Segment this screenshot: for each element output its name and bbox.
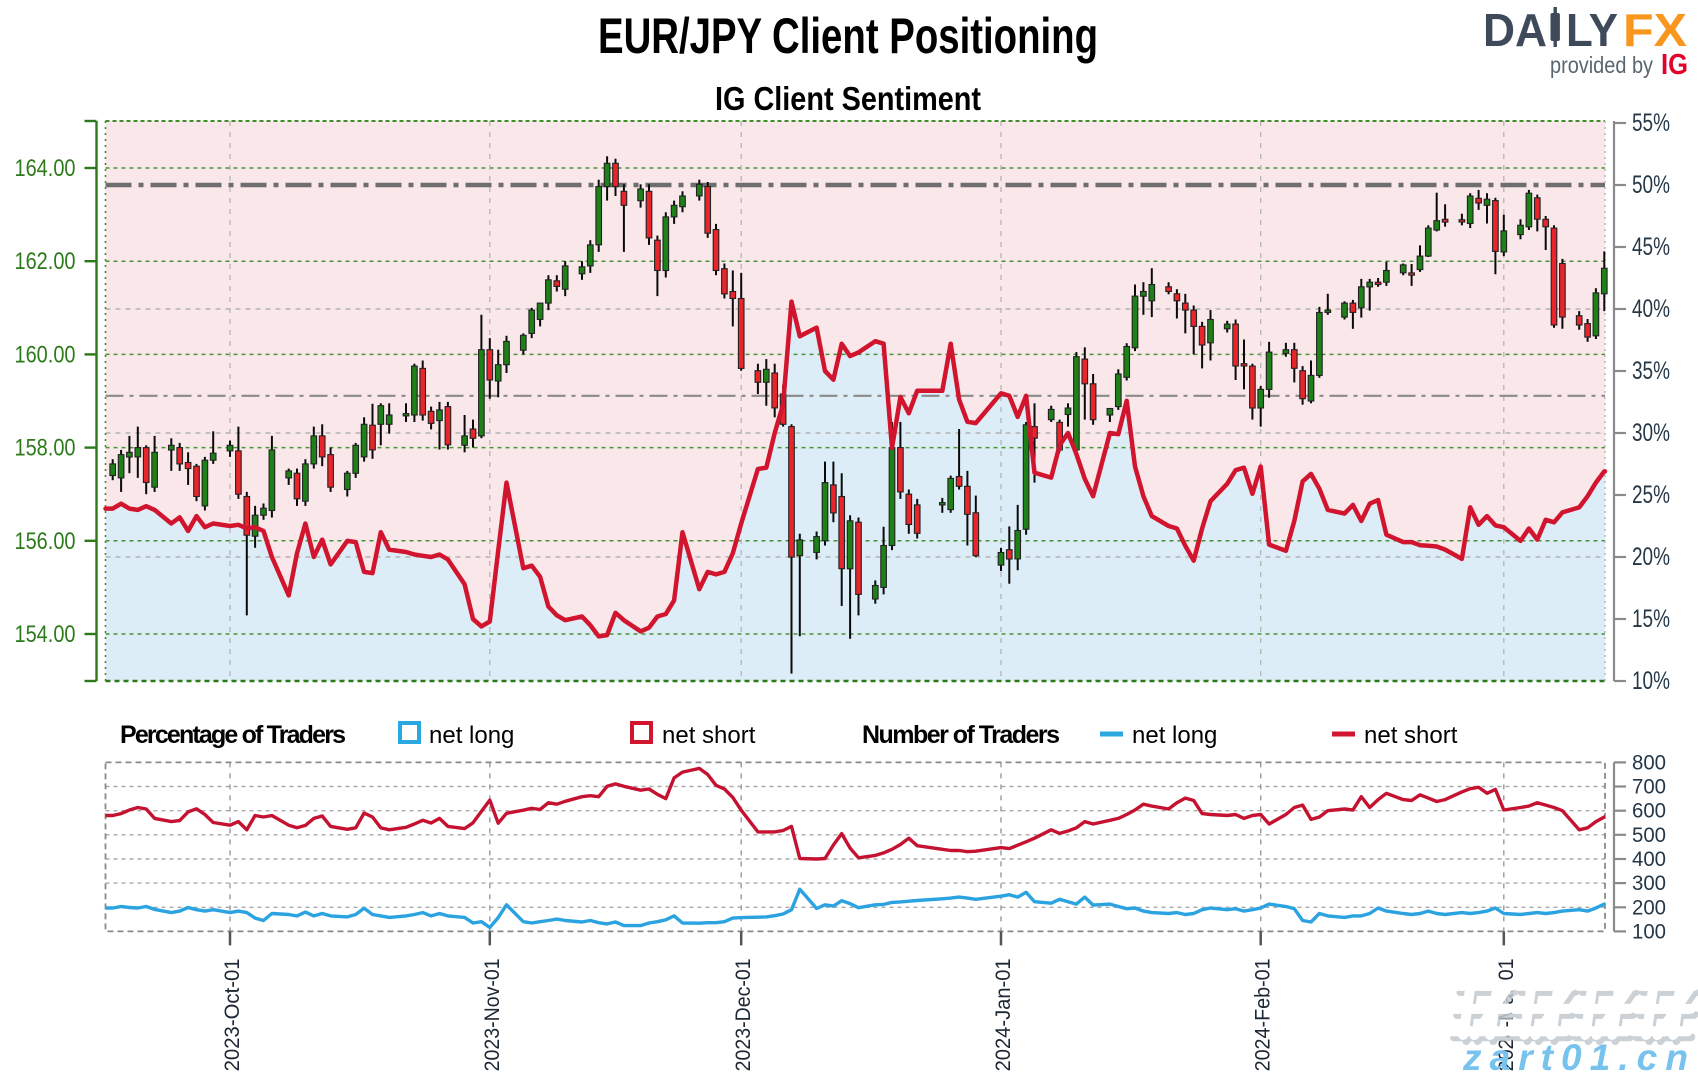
svg-text:net long: net long xyxy=(1132,722,1217,749)
svg-text:45%: 45% xyxy=(1632,233,1670,261)
svg-text:15%: 15% xyxy=(1632,605,1670,633)
svg-text:40%: 40% xyxy=(1632,295,1670,323)
svg-text:158.00: 158.00 xyxy=(15,435,76,462)
svg-text:provided by: provided by xyxy=(1550,52,1653,78)
svg-text:IG: IG xyxy=(1661,49,1688,81)
svg-text:164.00: 164.00 xyxy=(15,155,76,182)
svg-text:160.00: 160.00 xyxy=(15,341,76,368)
svg-text:2023-Nov-01: 2023-Nov-01 xyxy=(480,958,504,1071)
svg-text:10%: 10% xyxy=(1632,667,1670,695)
svg-text:700: 700 xyxy=(1632,776,1666,799)
svg-text:2024-Feb-01: 2024-Feb-01 xyxy=(1251,958,1275,1071)
svg-text:FX: FX xyxy=(1623,4,1687,56)
svg-text:zart01.cn: zart01.cn xyxy=(1462,1037,1696,1075)
svg-text:154.00: 154.00 xyxy=(15,621,76,648)
svg-text:net long: net long xyxy=(429,722,514,749)
svg-text:2023-Oct-01: 2023-Oct-01 xyxy=(220,958,244,1071)
svg-text:500: 500 xyxy=(1632,824,1666,847)
svg-text:2023-Dec-01: 2023-Dec-01 xyxy=(731,958,755,1071)
svg-text:DA: DA xyxy=(1483,4,1547,56)
svg-text:EUR/JPY Client Positioning: EUR/JPY Client Positioning xyxy=(598,8,1098,64)
svg-text:25%: 25% xyxy=(1632,481,1670,509)
svg-text:Percentage of Traders: Percentage of Traders xyxy=(120,721,346,749)
svg-text:162.00: 162.00 xyxy=(15,248,76,275)
svg-text:800: 800 xyxy=(1632,751,1666,774)
svg-text:20%: 20% xyxy=(1632,543,1670,571)
svg-text:156.00: 156.00 xyxy=(15,528,76,555)
svg-text:50%: 50% xyxy=(1632,171,1670,199)
svg-text:30%: 30% xyxy=(1632,419,1670,447)
svg-text:400: 400 xyxy=(1632,848,1666,871)
svg-text:200: 200 xyxy=(1632,896,1666,919)
svg-text:Number of Traders: Number of Traders xyxy=(862,721,1060,749)
svg-text:LY: LY xyxy=(1566,4,1618,56)
svg-text:300: 300 xyxy=(1632,872,1666,895)
svg-text:100: 100 xyxy=(1632,920,1666,943)
svg-text:600: 600 xyxy=(1632,800,1666,823)
svg-text:2024-Jan-01: 2024-Jan-01 xyxy=(991,958,1015,1071)
svg-text:55%: 55% xyxy=(1632,109,1670,137)
svg-text:net short: net short xyxy=(662,722,756,749)
svg-text:IG Client Sentiment: IG Client Sentiment xyxy=(715,80,981,117)
svg-text:35%: 35% xyxy=(1632,357,1670,385)
svg-text:net short: net short xyxy=(1364,722,1458,749)
